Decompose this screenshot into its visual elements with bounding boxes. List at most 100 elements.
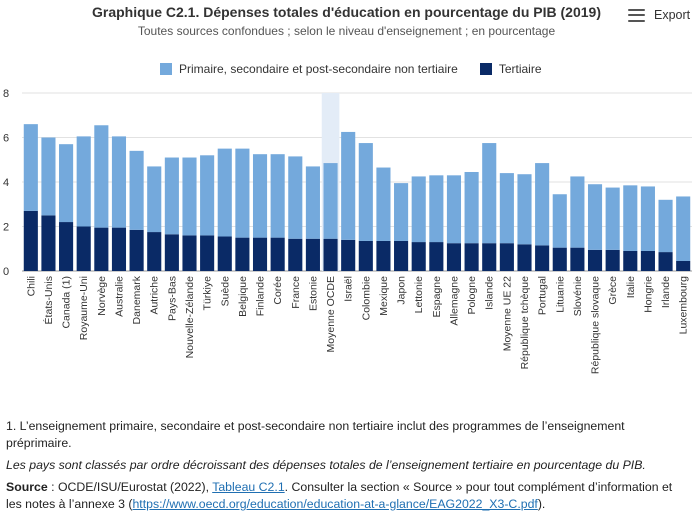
bar-tertiary[interactable]: [429, 242, 444, 271]
bar-tertiary[interactable]: [129, 229, 144, 271]
bar-primary[interactable]: [640, 186, 655, 251]
x-tick-label: Portugal: [537, 276, 549, 315]
bar-primary[interactable]: [129, 150, 144, 230]
bar-primary[interactable]: [23, 124, 38, 211]
bar-primary[interactable]: [41, 137, 56, 216]
chart-legend: Primaire, secondaire et post-secondaire …: [160, 62, 564, 76]
legend-item-primary[interactable]: Primaire, secondaire et post-secondaire …: [160, 62, 458, 76]
x-tick-label: Grèce: [607, 276, 619, 305]
x-tick-label: Chili: [25, 276, 37, 296]
bar-primary[interactable]: [535, 163, 550, 246]
bar-primary[interactable]: [570, 176, 585, 248]
export-button[interactable]: Export: [628, 8, 690, 22]
bar-primary[interactable]: [376, 167, 391, 241]
bar-primary[interactable]: [658, 199, 673, 253]
bar-tertiary[interactable]: [200, 235, 215, 271]
export-label: Export: [654, 8, 691, 22]
x-tick-label: Islande: [484, 276, 496, 310]
bar-tertiary[interactable]: [305, 238, 320, 271]
x-tick-label: Slovénie: [572, 276, 584, 316]
source-note: Source : OCDE/ISU/Eurostat (2022), Table…: [6, 479, 686, 513]
bar-tertiary[interactable]: [605, 249, 620, 271]
bar-primary[interactable]: [676, 196, 691, 261]
bar-tertiary[interactable]: [23, 210, 38, 271]
bar-tertiary[interactable]: [288, 238, 303, 271]
bar-primary[interactable]: [623, 185, 638, 251]
bar-tertiary[interactable]: [587, 249, 603, 271]
bar-primary[interactable]: [252, 154, 268, 238]
bar-primary[interactable]: [59, 144, 74, 223]
bar-primary[interactable]: [517, 174, 532, 245]
bar-tertiary[interactable]: [147, 232, 162, 271]
bar-primary[interactable]: [605, 187, 620, 250]
bar-tertiary[interactable]: [270, 237, 285, 271]
bar-primary[interactable]: [164, 157, 179, 235]
bar-tertiary[interactable]: [376, 240, 391, 271]
bar-primary[interactable]: [341, 131, 356, 240]
bar-primary[interactable]: [76, 136, 91, 227]
bar-tertiary[interactable]: [517, 244, 532, 271]
bar-tertiary[interactable]: [323, 238, 338, 271]
bar-tertiary[interactable]: [623, 250, 638, 271]
bar-tertiary[interactable]: [411, 242, 426, 271]
x-tick-label: Finlande: [255, 276, 267, 316]
x-tick-label: France: [290, 276, 302, 309]
bar-primary[interactable]: [288, 156, 303, 239]
bar-tertiary[interactable]: [464, 243, 479, 271]
legend-swatch-tertiary: [479, 63, 492, 75]
x-tick-label: Mexique: [378, 276, 390, 316]
annex-link[interactable]: https://www.oecd.org/education/education…: [132, 497, 538, 511]
bar-primary[interactable]: [429, 175, 444, 243]
bar-primary[interactable]: [552, 194, 567, 248]
legend-swatch-primary: [160, 63, 172, 75]
bar-tertiary[interactable]: [76, 226, 91, 272]
bar-tertiary[interactable]: [446, 243, 462, 271]
bar-tertiary[interactable]: [358, 240, 373, 271]
bar-tertiary[interactable]: [59, 222, 74, 271]
bar-primary[interactable]: [270, 154, 285, 238]
bar-tertiary[interactable]: [217, 236, 232, 271]
bar-tertiary[interactable]: [499, 243, 514, 271]
bar-primary[interactable]: [358, 143, 373, 241]
y-tick-label: 2: [3, 222, 9, 234]
bar-tertiary[interactable]: [252, 237, 268, 271]
bar-tertiary[interactable]: [676, 260, 691, 271]
bar-primary[interactable]: [499, 173, 514, 244]
table-link[interactable]: Tableau C2.1: [212, 480, 285, 494]
bar-tertiary[interactable]: [552, 247, 567, 271]
bar-tertiary[interactable]: [535, 245, 550, 271]
bar-primary[interactable]: [411, 176, 426, 243]
bar-tertiary[interactable]: [570, 247, 585, 271]
bar-primary[interactable]: [217, 148, 232, 237]
bar-primary[interactable]: [446, 175, 462, 244]
bar-tertiary[interactable]: [658, 252, 673, 271]
bar-tertiary[interactable]: [94, 227, 109, 271]
bar-tertiary[interactable]: [341, 239, 356, 271]
bar-tertiary[interactable]: [41, 215, 56, 271]
x-tick-label: Moyenne OCDE: [325, 276, 337, 352]
bar-tertiary[interactable]: [164, 234, 179, 271]
bar-tertiary[interactable]: [235, 237, 250, 271]
bar-tertiary[interactable]: [111, 227, 127, 271]
bar-primary[interactable]: [305, 166, 320, 239]
x-tick-label: Israël: [343, 276, 355, 302]
chart-notes: 1. L’enseignement primaire, secondaire e…: [6, 418, 686, 518]
bar-primary[interactable]: [394, 183, 409, 241]
bar-tertiary[interactable]: [182, 235, 197, 271]
bar-tertiary[interactable]: [482, 243, 497, 271]
bar-primary[interactable]: [464, 171, 479, 244]
bar-primary[interactable]: [182, 157, 197, 236]
bar-primary[interactable]: [587, 184, 603, 250]
bar-tertiary[interactable]: [640, 250, 655, 271]
bar-primary[interactable]: [323, 163, 338, 239]
bar-primary[interactable]: [235, 148, 250, 238]
bar-primary[interactable]: [94, 125, 109, 228]
bar-primary[interactable]: [200, 155, 215, 236]
hamburger-menu-icon: [628, 8, 645, 22]
bar-primary[interactable]: [147, 166, 162, 233]
y-tick-label: 6: [3, 133, 9, 145]
bar-primary[interactable]: [111, 136, 127, 228]
legend-item-tertiary[interactable]: Tertiaire: [479, 62, 542, 76]
bar-primary[interactable]: [482, 143, 497, 244]
bar-tertiary[interactable]: [394, 240, 409, 271]
